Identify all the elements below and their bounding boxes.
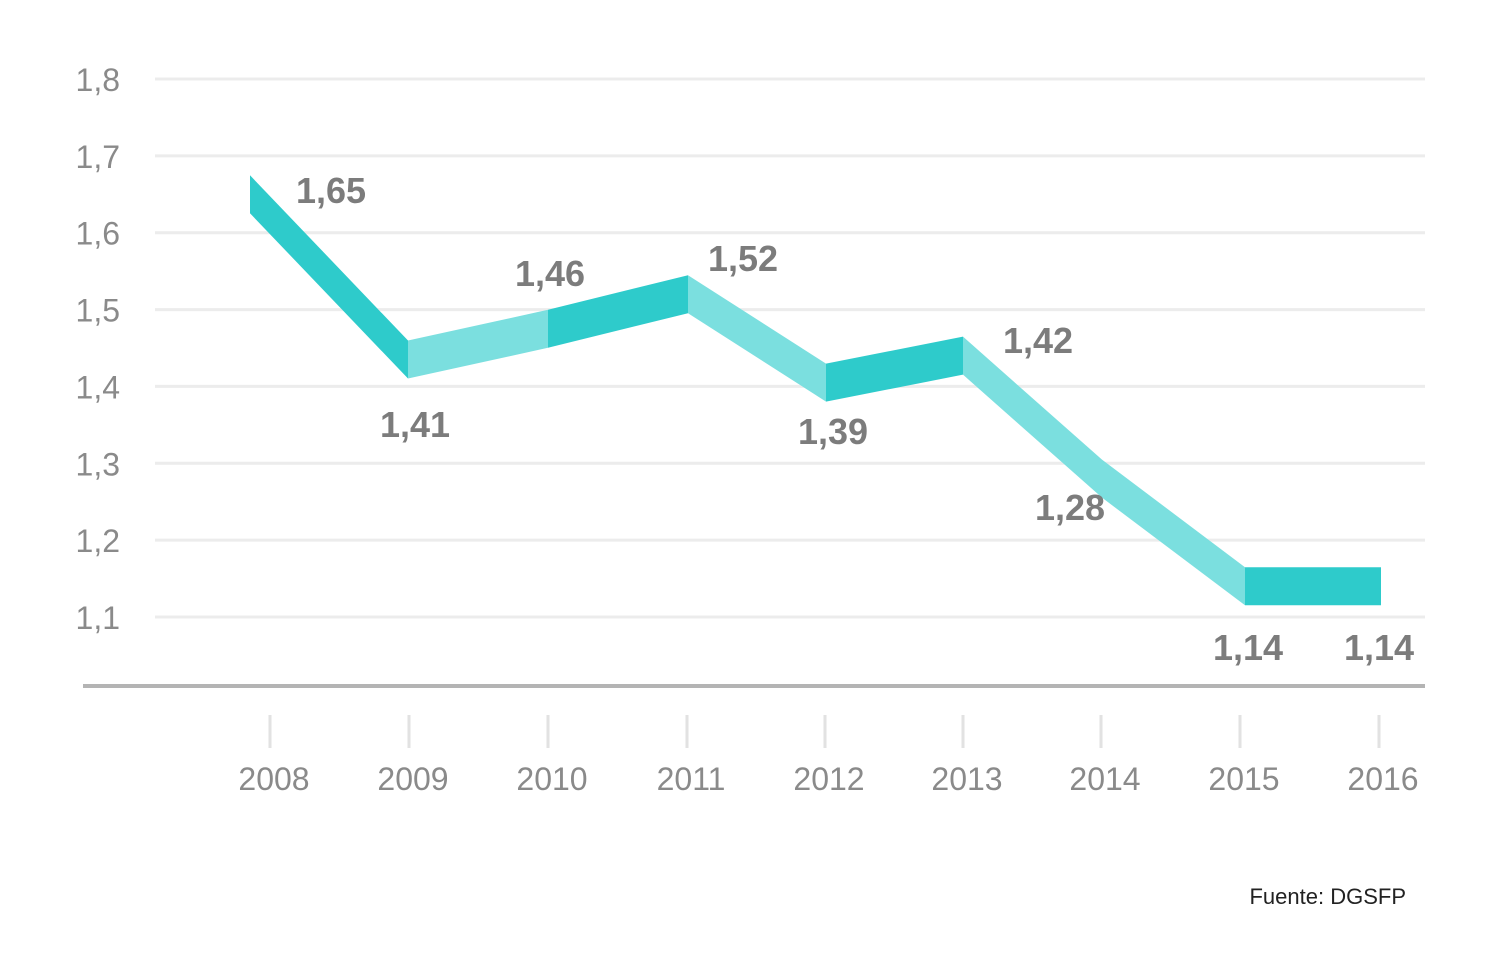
x-tick-label: 2008 xyxy=(238,761,309,797)
x-tick-label: 2012 xyxy=(793,761,864,797)
data-label: 1,46 xyxy=(515,253,585,294)
y-tick-label: 1,5 xyxy=(76,293,120,329)
series-segment xyxy=(250,175,408,379)
x-tick-label: 2015 xyxy=(1208,761,1279,797)
series-segment xyxy=(826,336,963,402)
x-tick-label: 2009 xyxy=(377,761,448,797)
series-band xyxy=(250,175,1381,606)
source-note: Fuente: DGSFP xyxy=(1249,884,1406,909)
gridlines: 1,8 1,7 1,6 1,5 1,4 1,3 1,2 1,1 xyxy=(76,62,1425,636)
series-segment xyxy=(688,275,826,402)
y-tick-label: 1,6 xyxy=(76,216,120,252)
data-label: 1,52 xyxy=(708,238,778,279)
series-segment xyxy=(963,336,1102,498)
data-label: 1,14 xyxy=(1344,627,1414,668)
y-tick-label: 1,1 xyxy=(76,600,120,636)
y-tick-label: 1,7 xyxy=(76,139,120,175)
data-label: 1,39 xyxy=(798,411,868,452)
data-label: 1,14 xyxy=(1213,627,1283,668)
x-tick-label: 2014 xyxy=(1069,761,1140,797)
series-segment xyxy=(408,309,548,379)
data-label: 1,42 xyxy=(1003,320,1073,361)
y-tick-label: 1,3 xyxy=(76,446,120,482)
x-tick-label: 2016 xyxy=(1347,761,1418,797)
x-tick-label: 2013 xyxy=(931,761,1002,797)
x-tick-label: 2011 xyxy=(657,761,726,797)
data-label: 1,41 xyxy=(380,404,450,445)
y-tick-label: 1,4 xyxy=(76,369,120,405)
series-segment xyxy=(1245,567,1381,606)
data-label: 1,28 xyxy=(1035,487,1105,528)
y-tick-label: 1,8 xyxy=(76,62,120,98)
x-axis: 2008 2009 2010 2011 2012 2013 2014 2015 2016 xyxy=(83,684,1425,797)
series-segment xyxy=(548,275,688,348)
series-segment xyxy=(1102,459,1245,606)
data-labels: 1,65 1,41 1,46 1,52 1,39 1,42 1,28 1,14 1,14 xyxy=(296,170,1414,668)
x-tick-label: 2010 xyxy=(516,761,587,797)
y-tick-label: 1,2 xyxy=(76,523,120,559)
data-label: 1,65 xyxy=(296,170,366,211)
